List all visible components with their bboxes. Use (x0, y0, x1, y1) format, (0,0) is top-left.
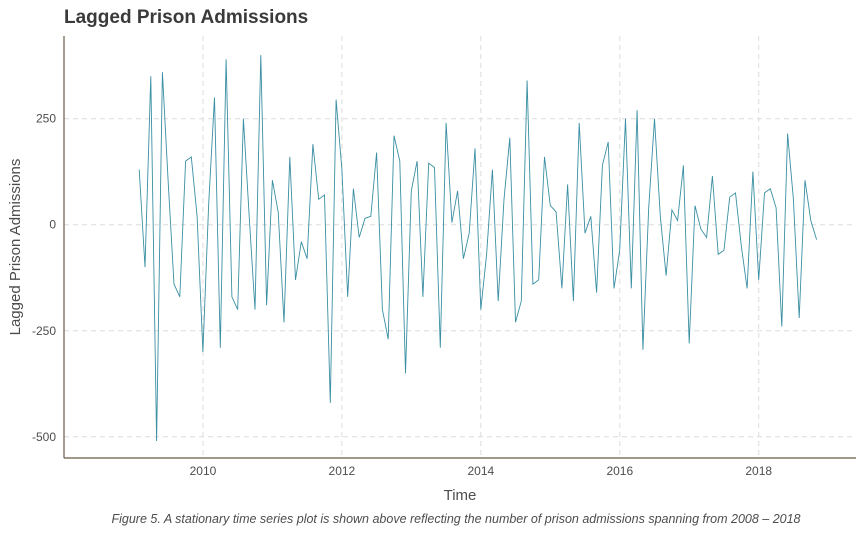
x-tick-label: 2010 (190, 464, 217, 478)
y-tick-label: -500 (32, 430, 56, 444)
x-tick-label: 2014 (467, 464, 494, 478)
x-tick-label: 2012 (329, 464, 356, 478)
tick-labels: 250 0 -250 -500 2010 2012 2014 2016 2018 (32, 112, 772, 478)
figure-caption: Figure 5. A stationary time series plot … (111, 512, 800, 526)
y-axis-title: Lagged Prison Admissions (7, 159, 24, 336)
series-layer (138, 55, 818, 442)
x-tick-label: 2016 (606, 464, 633, 478)
x-tick-label: 2018 (745, 464, 772, 478)
chart-title: Lagged Prison Admissions (64, 7, 308, 28)
grid (64, 36, 856, 458)
x-axis-title: Time (444, 487, 477, 504)
y-tick-label: -250 (32, 324, 56, 338)
series-line (138, 55, 818, 442)
y-tick-label: 250 (36, 112, 56, 126)
y-tick-label: 0 (49, 218, 56, 232)
